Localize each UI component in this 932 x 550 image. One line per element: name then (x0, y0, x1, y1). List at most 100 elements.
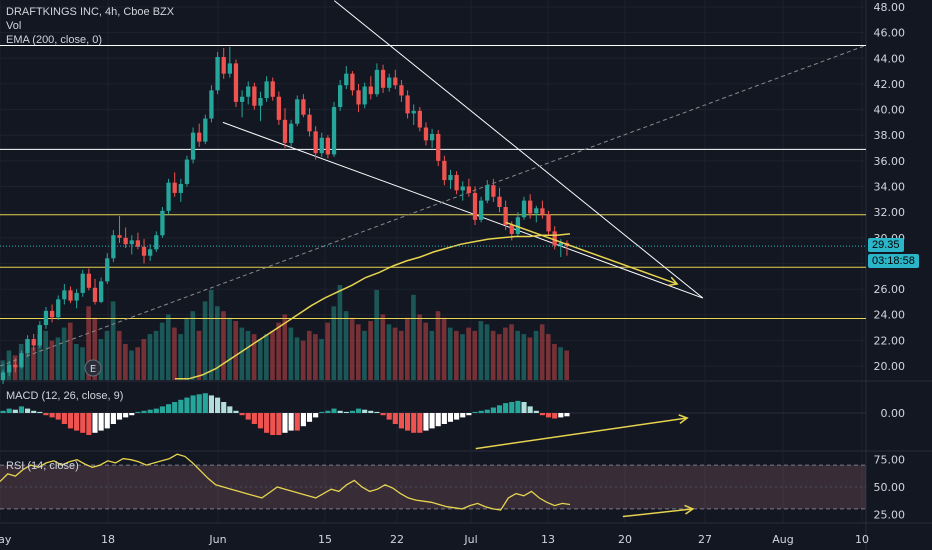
macd-histogram-bar (300, 413, 306, 427)
volume-bar (337, 285, 343, 380)
candle-body (374, 69, 380, 95)
candle-body (68, 290, 73, 301)
x-tick-label: May (0, 533, 12, 546)
macd-histogram-bar (490, 407, 496, 413)
x-tick-label: 20 (618, 533, 632, 546)
y-tick-label: 42.00 (874, 78, 906, 91)
candle-body (172, 182, 177, 193)
candle-body (233, 63, 239, 102)
macd-histogram-bar (288, 413, 294, 431)
candle-body (344, 73, 349, 86)
volume-bar (123, 343, 128, 380)
volume-bar (392, 327, 398, 380)
macd-histogram-bar (509, 402, 515, 413)
macd-histogram-bar (264, 413, 270, 433)
volume-bar (331, 306, 337, 380)
volume-bar (564, 350, 569, 380)
candle-body (98, 281, 104, 302)
volume-bar (478, 321, 484, 380)
candle-body (436, 133, 441, 161)
candle-body (295, 99, 300, 124)
volume-bar (251, 334, 257, 380)
candle-body (460, 186, 465, 191)
trendline (333, 0, 704, 299)
macd-histogram-bar (6, 408, 12, 413)
candle-body (319, 137, 324, 154)
macd-histogram-bar (496, 405, 503, 413)
volume-bar (300, 340, 306, 380)
volume-bar (349, 317, 355, 380)
macd-histogram-bar (37, 411, 43, 413)
candle-body (552, 231, 557, 246)
volume-bar (423, 322, 429, 380)
macd-histogram-bar (355, 408, 362, 413)
volume-bar (417, 314, 422, 380)
volume-bar (159, 322, 165, 380)
volume-bar (264, 334, 269, 380)
macd-histogram-bar (116, 413, 123, 420)
macd-histogram-bar (165, 404, 172, 413)
macd-histogram-bar (386, 413, 392, 420)
macd-histogram-bar (552, 413, 558, 419)
macd-histogram-bar (270, 413, 276, 435)
candle-body (534, 208, 539, 214)
macd-histogram-bar (202, 393, 208, 413)
volume-bar (454, 330, 459, 380)
volume-bar (460, 334, 465, 380)
candle-body (221, 57, 226, 74)
macd-histogram-bar (98, 413, 104, 431)
macd-histogram-bar (0, 410, 6, 413)
candle-body (380, 69, 386, 88)
candle-body (135, 240, 141, 247)
macd-histogram-bar (374, 411, 380, 413)
volume-bar (245, 330, 251, 380)
y-tick-label: 44.00 (874, 52, 906, 65)
price-arrow (505, 221, 678, 285)
volume-bar (490, 330, 496, 380)
volume-bar (80, 347, 85, 380)
candle-body (288, 123, 294, 143)
volume-bar (515, 330, 520, 380)
y-tick-label: 20.00 (874, 360, 906, 373)
macd-histogram-bar (25, 408, 31, 413)
macd-histogram-bar (86, 413, 92, 435)
volume-bar (141, 339, 147, 380)
volume-bar (55, 337, 61, 380)
macd-histogram-bar (141, 410, 147, 413)
macd-histogram-bar (80, 413, 86, 433)
x-tick-label: Jun (208, 533, 226, 546)
candle-body (246, 86, 251, 97)
macd-histogram-bar (417, 413, 423, 433)
candle-body (209, 90, 214, 119)
macd-histogram-bar (135, 411, 141, 413)
macd-histogram-bar (558, 413, 564, 418)
macd-histogram-bar (172, 402, 178, 413)
volume-bar (165, 314, 171, 380)
macd-histogram-bar (313, 413, 319, 418)
x-tick-label: 10 (855, 533, 869, 546)
candle-body (503, 207, 508, 225)
candle-body (405, 95, 410, 114)
candle-body (325, 137, 331, 155)
candle-body (448, 174, 453, 181)
volume-bar (135, 347, 140, 380)
candle-body (497, 196, 502, 208)
macd-histogram-bar (349, 410, 355, 413)
x-tick-label: 27 (698, 533, 712, 546)
macd-histogram-bar (67, 413, 74, 429)
volume-bar (509, 324, 514, 380)
macd-histogram-bar (215, 397, 221, 413)
candle-body (429, 133, 435, 141)
macd-histogram-bar (276, 413, 282, 435)
candle-body (423, 127, 429, 141)
candle-body (215, 57, 220, 91)
macd-histogram-bar (484, 409, 490, 413)
candle-body (19, 353, 24, 368)
rsi-arrow (622, 508, 693, 518)
volume-bar (362, 330, 367, 380)
macd-histogram-bar (564, 413, 570, 417)
volume-bar (178, 334, 183, 380)
candle-body (129, 240, 134, 245)
